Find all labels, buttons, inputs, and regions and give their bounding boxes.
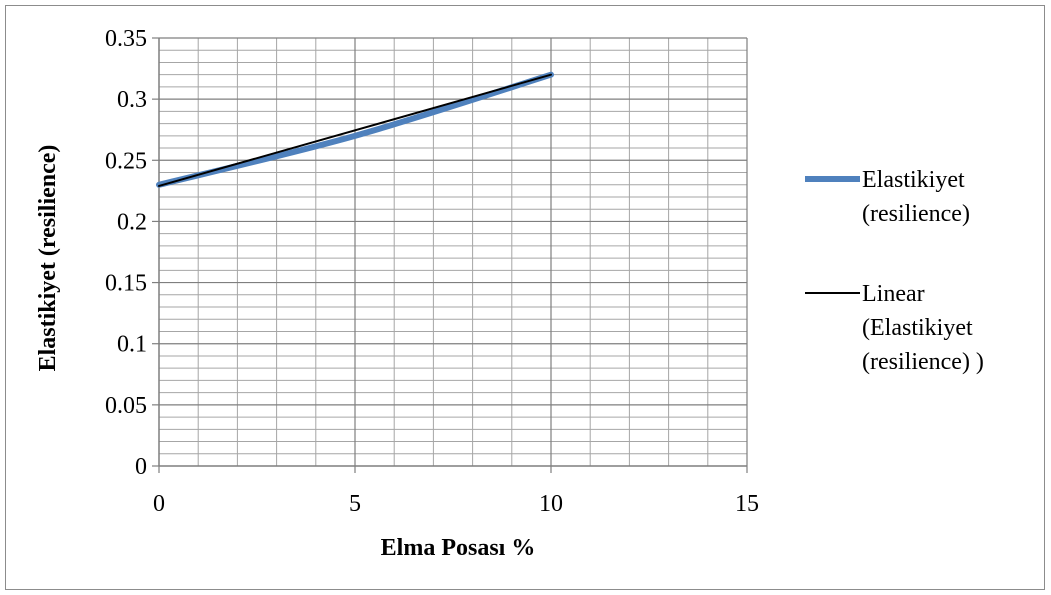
legend-label-1: (Elastikiyet bbox=[862, 315, 973, 341]
legend-label-0: Elastikiyet bbox=[862, 167, 965, 193]
major-gridlines bbox=[159, 37, 748, 466]
x-tick-label: 5 bbox=[349, 491, 361, 517]
legend-label-0: (resilience) bbox=[862, 201, 970, 227]
legend-label-1: Linear bbox=[862, 281, 925, 307]
y-tick-label: 0.35 bbox=[105, 26, 147, 52]
y-tick-label: 0.05 bbox=[105, 393, 147, 419]
legend: Elastikiyet (resilience) Linear (Elastikiye… bbox=[805, 167, 984, 375]
y-tick-label: 0.2 bbox=[117, 209, 147, 235]
y-axis-title: Elastikiyet (resilience) bbox=[35, 145, 61, 372]
x-tick-label: 0 bbox=[153, 491, 165, 517]
legend-label-1: (resilience) ) bbox=[862, 349, 984, 375]
trendline-linear bbox=[158, 73, 552, 187]
tick-labels: 0 0.05 0.1 0.15 0.2 0.25 0.3 0.35 0 5 10 15 bbox=[105, 26, 759, 517]
y-tick-label: 0.3 bbox=[117, 87, 147, 113]
x-tick-label: 10 bbox=[539, 491, 563, 517]
series-layer bbox=[156, 71, 554, 188]
y-tick-label: 0.15 bbox=[105, 271, 147, 297]
axes bbox=[152, 37, 748, 473]
minor-gridlines bbox=[159, 38, 747, 466]
x-axis-title: Elma Posası % bbox=[381, 535, 536, 561]
x-tick-label: 15 bbox=[735, 491, 759, 517]
y-tick-label: 0.1 bbox=[117, 332, 147, 358]
y-tick-label: 0.25 bbox=[105, 148, 147, 174]
chart-frame bbox=[5, 5, 1045, 590]
y-tick-label: 0 bbox=[135, 454, 147, 480]
